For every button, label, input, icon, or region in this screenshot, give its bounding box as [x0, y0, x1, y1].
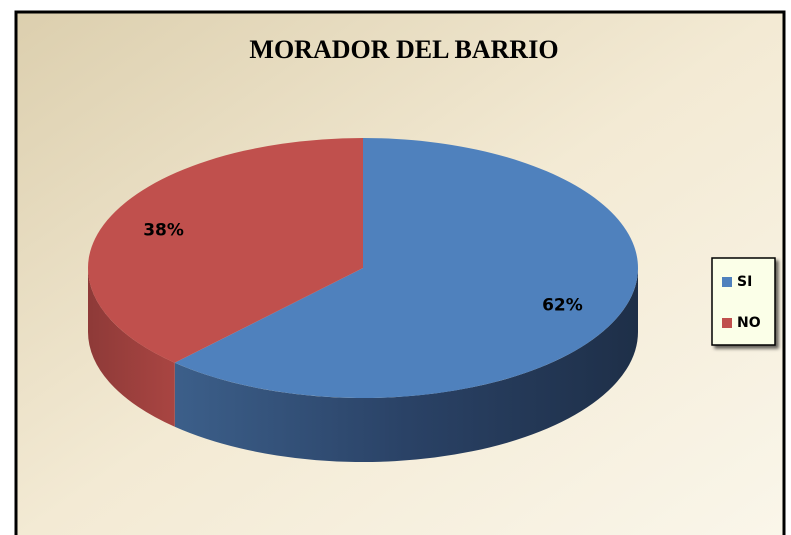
- data-label: 62%: [542, 295, 583, 315]
- data-label: 38%: [143, 221, 184, 241]
- legend-swatch: [722, 318, 732, 328]
- pie: 62% 38%: [88, 138, 638, 462]
- slice-side: [88, 268, 175, 427]
- legend: [711, 257, 776, 346]
- legend-entries: SI NO: [722, 274, 761, 331]
- legend-swatch: [722, 277, 732, 287]
- legend-label: SI: [737, 274, 752, 290]
- slice: [88, 138, 364, 363]
- legend-label: NO: [737, 315, 761, 331]
- chart-title: MORADOR DEL BARRIO: [249, 35, 558, 64]
- slice-side: [174, 268, 638, 462]
- slice: [174, 138, 638, 399]
